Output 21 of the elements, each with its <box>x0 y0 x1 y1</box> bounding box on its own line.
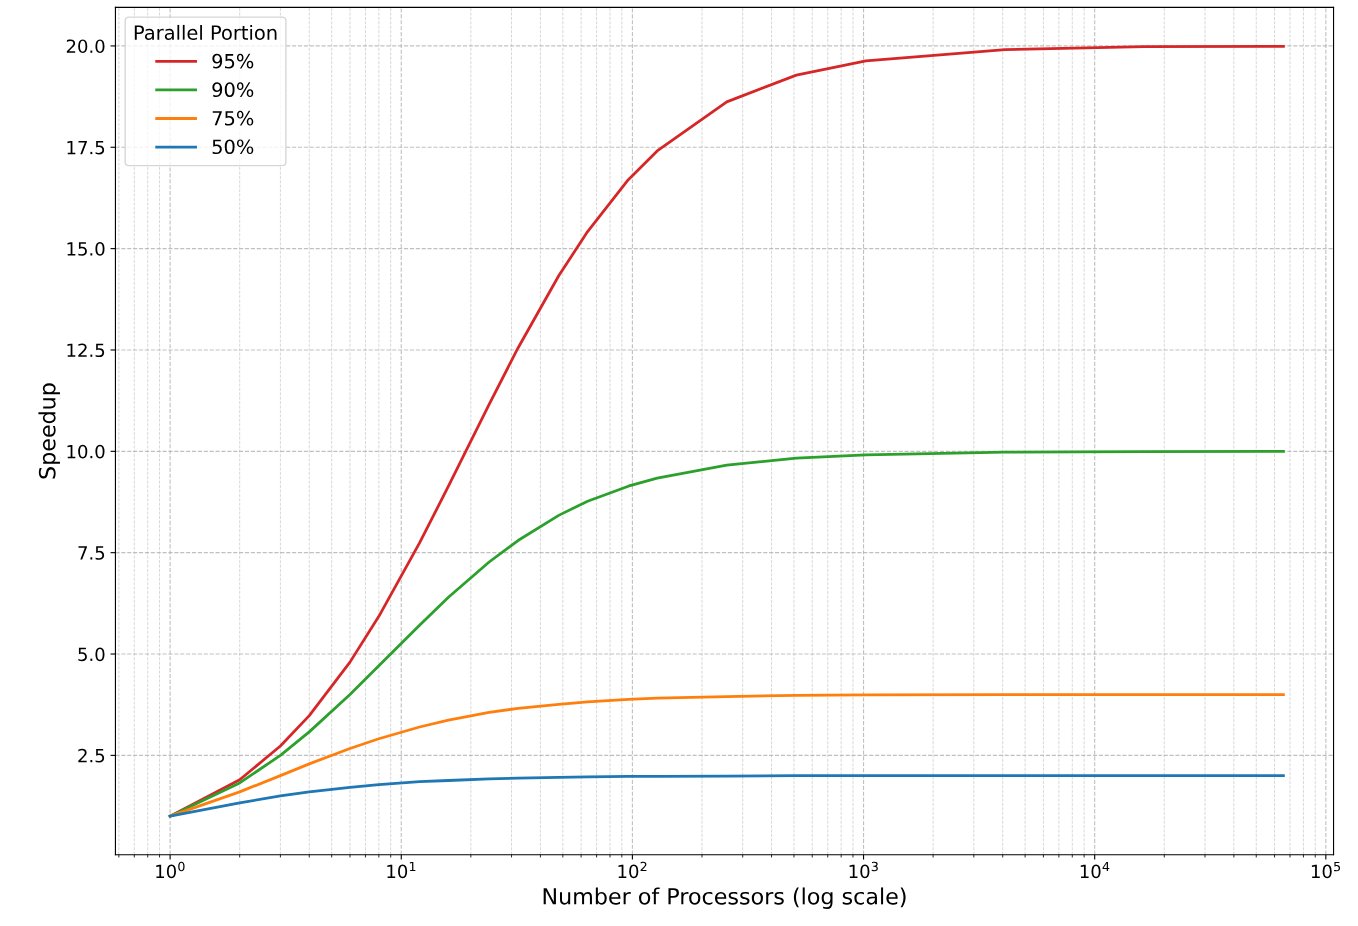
x-tick-label: 10$^{3}$ <box>849 861 878 879</box>
y-tick-label: 2.5 <box>78 748 105 763</box>
legend-label: 50% <box>212 139 254 155</box>
y-tick-label: 20.0 <box>66 39 105 54</box>
y-tick-label: 15.0 <box>67 242 105 256</box>
y-tick-label: 17.5 <box>67 140 105 155</box>
legend-label: 75% <box>212 110 254 126</box>
legend-title: Parallel Portion <box>134 24 277 40</box>
y-axis-title: Speedup <box>38 383 60 479</box>
legend-label: 95% <box>212 53 254 69</box>
legend-label: 90% <box>212 82 254 98</box>
x-tick-label: 10$^{2}$ <box>618 861 647 879</box>
x-tick-label: 10$^{4}$ <box>1080 861 1110 879</box>
y-tick-label: 5.0 <box>78 647 105 662</box>
y-tick-label: 10.0 <box>67 444 105 459</box>
x-tick-label: 10$^{5}$ <box>1311 861 1341 879</box>
y-tick-label: 7.5 <box>78 546 105 560</box>
x-axis-title: Number of Processors (log scale) <box>543 887 906 909</box>
x-tick-label: 10$^{0}$ <box>156 861 185 879</box>
x-tick-label: 10$^{1}$ <box>387 861 416 879</box>
y-tick-label: 12.5 <box>67 343 105 358</box>
